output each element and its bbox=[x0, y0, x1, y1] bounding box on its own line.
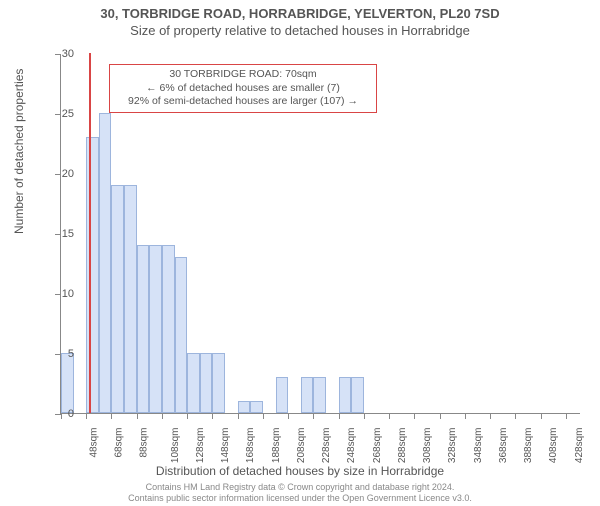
annotation-line: 30 TORBRIDGE ROAD: 70sqm bbox=[115, 68, 371, 82]
annotation-line: ← 6% of detached houses are smaller (7) bbox=[115, 82, 371, 96]
x-tick-label: 188sqm bbox=[271, 428, 282, 464]
page-subtitle: Size of property relative to detached ho… bbox=[0, 23, 600, 38]
y-tick-label: 30 bbox=[46, 48, 74, 60]
y-tick-label: 20 bbox=[46, 168, 74, 180]
footer-line1: Contains HM Land Registry data © Crown c… bbox=[0, 482, 600, 493]
histogram-bar bbox=[200, 353, 213, 413]
histogram-bar bbox=[187, 353, 200, 413]
x-axis-label: Distribution of detached houses by size … bbox=[0, 464, 600, 478]
x-tick bbox=[187, 413, 188, 419]
x-tick-label: 168sqm bbox=[246, 428, 257, 464]
x-tick bbox=[465, 413, 466, 419]
x-tick bbox=[263, 413, 264, 419]
x-tick bbox=[566, 413, 567, 419]
x-tick-label: 108sqm bbox=[170, 428, 181, 464]
histogram-bar bbox=[238, 401, 251, 413]
histogram-bar bbox=[124, 185, 137, 413]
histogram-bar bbox=[301, 377, 314, 413]
x-tick-label: 308sqm bbox=[422, 428, 433, 464]
x-tick bbox=[339, 413, 340, 419]
y-tick-label: 0 bbox=[46, 408, 74, 420]
histogram-bar bbox=[276, 377, 289, 413]
x-tick-label: 148sqm bbox=[220, 428, 231, 464]
x-tick-label: 348sqm bbox=[473, 428, 484, 464]
footer-attribution: Contains HM Land Registry data © Crown c… bbox=[0, 482, 600, 504]
histogram-bar bbox=[250, 401, 263, 413]
x-tick-label: 368sqm bbox=[498, 428, 509, 464]
histogram-bar bbox=[313, 377, 326, 413]
histogram-bar bbox=[149, 245, 162, 413]
property-marker-line bbox=[89, 53, 91, 413]
x-tick-label: 208sqm bbox=[296, 428, 307, 464]
x-tick bbox=[111, 413, 112, 419]
histogram-bar bbox=[111, 185, 124, 413]
x-tick-label: 68sqm bbox=[114, 428, 125, 458]
x-tick bbox=[86, 413, 87, 419]
x-tick-label: 268sqm bbox=[372, 428, 383, 464]
x-tick bbox=[414, 413, 415, 419]
x-tick bbox=[137, 413, 138, 419]
x-tick-label: 248sqm bbox=[347, 428, 358, 464]
x-tick bbox=[490, 413, 491, 419]
page-title: 30, TORBRIDGE ROAD, HORRABRIDGE, YELVERT… bbox=[0, 6, 600, 21]
chart-area: 30 TORBRIDGE ROAD: 70sqm← 6% of detached… bbox=[60, 54, 580, 414]
histogram-bar bbox=[137, 245, 150, 413]
x-tick-label: 128sqm bbox=[195, 428, 206, 464]
plot-region: 30 TORBRIDGE ROAD: 70sqm← 6% of detached… bbox=[60, 54, 580, 414]
x-tick bbox=[440, 413, 441, 419]
x-tick bbox=[212, 413, 213, 419]
x-tick bbox=[238, 413, 239, 419]
x-tick-label: 48sqm bbox=[89, 428, 100, 458]
histogram-bar bbox=[99, 113, 112, 413]
footer-line2: Contains public sector information licen… bbox=[0, 493, 600, 504]
histogram-bar bbox=[162, 245, 175, 413]
histogram-bar bbox=[61, 353, 74, 413]
y-tick-label: 10 bbox=[46, 288, 74, 300]
x-tick-label: 408sqm bbox=[548, 428, 559, 464]
x-tick-label: 288sqm bbox=[397, 428, 408, 464]
annotation-box: 30 TORBRIDGE ROAD: 70sqm← 6% of detached… bbox=[109, 64, 377, 113]
x-tick bbox=[288, 413, 289, 419]
histogram-bar bbox=[351, 377, 364, 413]
x-tick bbox=[162, 413, 163, 419]
x-tick-label: 428sqm bbox=[574, 428, 585, 464]
x-tick bbox=[515, 413, 516, 419]
x-tick-label: 228sqm bbox=[321, 428, 332, 464]
histogram-bar bbox=[339, 377, 352, 413]
x-tick bbox=[541, 413, 542, 419]
x-tick bbox=[389, 413, 390, 419]
y-tick-label: 25 bbox=[46, 108, 74, 120]
y-tick-label: 15 bbox=[46, 228, 74, 240]
annotation-line: 92% of semi-detached houses are larger (… bbox=[115, 95, 371, 109]
y-axis-label: Number of detached properties bbox=[12, 69, 26, 234]
histogram-bar bbox=[212, 353, 225, 413]
x-tick bbox=[364, 413, 365, 419]
x-tick-label: 328sqm bbox=[447, 428, 458, 464]
histogram-bar bbox=[175, 257, 188, 413]
x-tick bbox=[313, 413, 314, 419]
x-tick-label: 388sqm bbox=[523, 428, 534, 464]
y-tick-label: 5 bbox=[46, 348, 74, 360]
x-tick-label: 88sqm bbox=[139, 428, 150, 458]
